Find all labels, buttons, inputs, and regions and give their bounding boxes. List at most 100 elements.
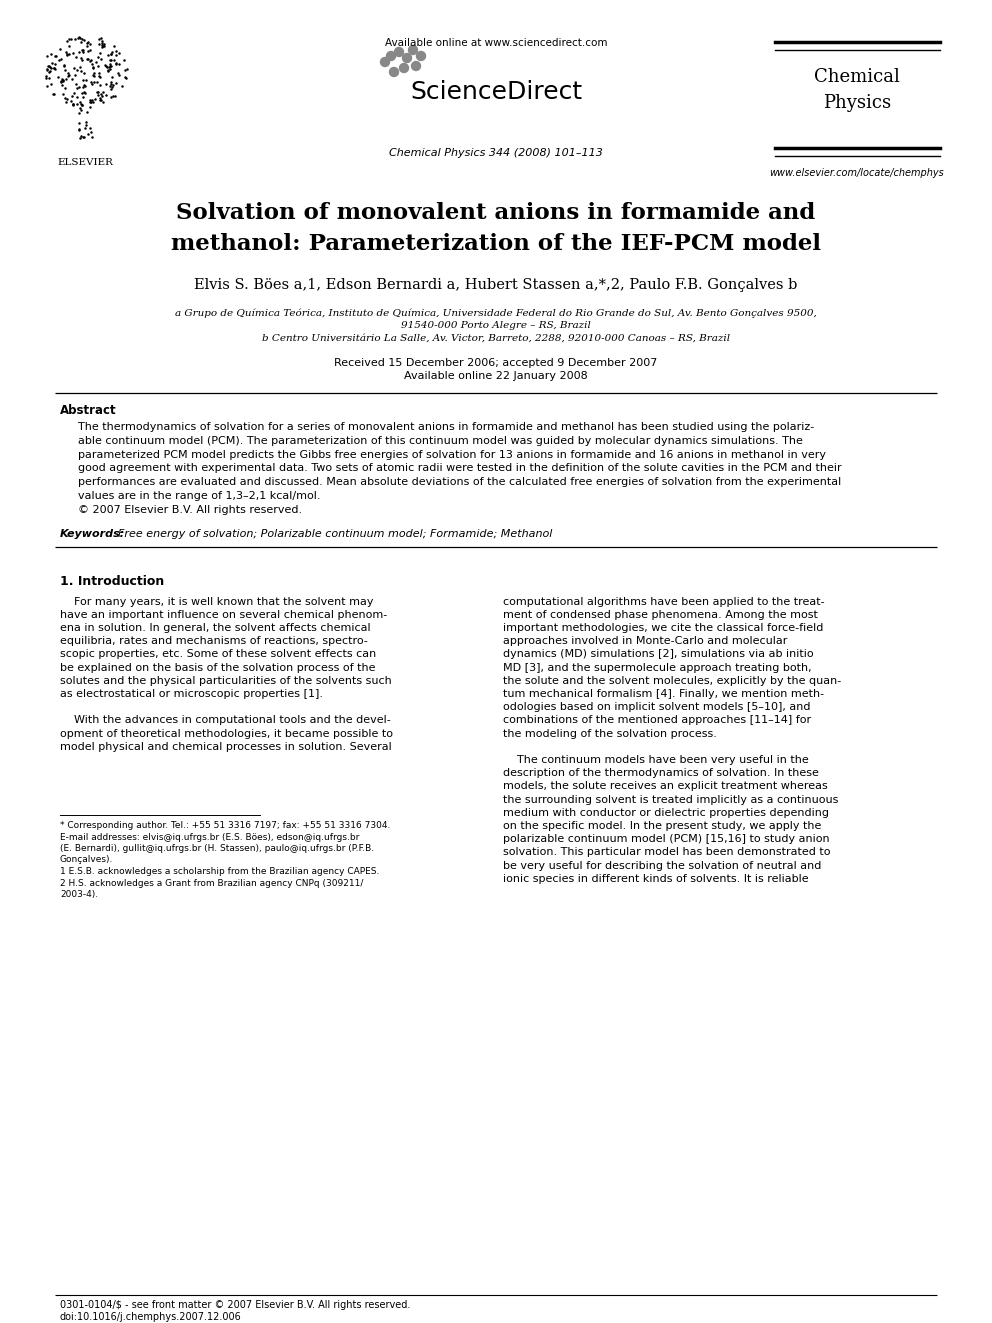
- Point: [74, 40, 90, 61]
- Point: [72, 94, 88, 115]
- Point: [40, 58, 56, 79]
- Point: [74, 77, 90, 98]
- Point: [102, 56, 118, 77]
- Text: the surrounding solvent is treated implicitly as a continuous: the surrounding solvent is treated impli…: [503, 795, 838, 804]
- Text: performances are evaluated and discussed. Mean absolute deviations of the calcul: performances are evaluated and discussed…: [78, 478, 841, 487]
- Text: 1. Introduction: 1. Introduction: [60, 574, 165, 587]
- Text: computational algorithms have been applied to the treat-: computational algorithms have been appli…: [503, 597, 824, 607]
- Point: [97, 54, 113, 75]
- Point: [58, 87, 73, 108]
- Point: [47, 58, 62, 79]
- Point: [94, 34, 110, 56]
- Point: [77, 75, 93, 97]
- Point: [47, 83, 62, 105]
- Text: on the specific model. In the present study, we apply the: on the specific model. In the present st…: [503, 822, 821, 831]
- Point: [95, 82, 111, 103]
- Text: the solute and the solvent molecules, explicitly by the quan-: the solute and the solvent molecules, ex…: [503, 676, 841, 685]
- Text: solutes and the physical particularities of the solvents such: solutes and the physical particularities…: [60, 676, 392, 685]
- Point: [92, 66, 108, 87]
- Point: [39, 75, 55, 97]
- Text: combinations of the mentioned approaches [11–14] for: combinations of the mentioned approaches…: [503, 716, 811, 725]
- Point: [92, 75, 108, 97]
- Text: ELSEVIER: ELSEVIER: [58, 157, 113, 167]
- Text: ionic species in different kinds of solvents. It is reliable: ionic species in different kinds of solv…: [503, 873, 808, 884]
- Point: [89, 83, 105, 105]
- Point: [86, 62, 102, 83]
- Point: [83, 49, 99, 70]
- Text: MD [3], and the supermolecule approach treating both,: MD [3], and the supermolecule approach t…: [503, 663, 811, 672]
- Point: [103, 41, 119, 62]
- Point: [69, 94, 85, 115]
- Point: [75, 126, 91, 147]
- Point: [78, 36, 94, 57]
- Text: Available online at www.sciencedirect.com: Available online at www.sciencedirect.co…: [385, 38, 607, 48]
- Point: [83, 127, 99, 148]
- Point: [55, 74, 70, 95]
- Point: [65, 42, 81, 64]
- Point: [73, 99, 89, 120]
- Point: [73, 95, 89, 116]
- Point: [84, 91, 100, 112]
- Text: description of the thermodynamics of solvation. In these: description of the thermodynamics of sol…: [503, 769, 818, 778]
- Point: [53, 70, 68, 91]
- Point: [83, 71, 99, 93]
- Point: [41, 62, 57, 83]
- Point: [38, 65, 54, 86]
- Point: [54, 69, 69, 90]
- Point: [71, 77, 87, 98]
- Point: [80, 123, 96, 144]
- Point: [103, 71, 119, 93]
- Text: Solvation of monovalent anions in formamide and: Solvation of monovalent anions in formam…: [177, 202, 815, 224]
- Text: 2 H.S. acknowledges a Grant from Brazilian agency CNPq (309211/: 2 H.S. acknowledges a Grant from Brazili…: [60, 878, 363, 888]
- Text: model physical and chemical processes in solution. Several: model physical and chemical processes in…: [60, 742, 392, 751]
- Point: [77, 83, 93, 105]
- Point: [76, 29, 92, 50]
- Point: [80, 49, 96, 70]
- Text: as electrostatical or microscopic properties [1].: as electrostatical or microscopic proper…: [60, 689, 323, 699]
- Point: [68, 78, 84, 99]
- Point: [43, 58, 59, 79]
- Point: [74, 49, 90, 70]
- Point: [71, 102, 87, 123]
- Point: [87, 89, 103, 110]
- Point: [64, 94, 80, 115]
- Point: [44, 74, 60, 95]
- Point: [86, 65, 102, 86]
- Point: [74, 29, 90, 50]
- Text: dynamics (MD) simulations [2], simulations via ab initio: dynamics (MD) simulations [2], simulatio…: [503, 650, 813, 659]
- Text: have an important influence on several chemical phenom-: have an important influence on several c…: [60, 610, 387, 619]
- Point: [117, 66, 133, 87]
- Point: [71, 112, 87, 134]
- Text: Free energy of solvation; Polarizable continuum model; Formamide; Methanol: Free energy of solvation; Polarizable co…: [118, 529, 553, 538]
- Point: [57, 56, 72, 77]
- Point: [48, 45, 63, 66]
- Point: [73, 82, 89, 103]
- Point: [76, 82, 92, 103]
- Text: important methodologies, we cite the classical force-field: important methodologies, we cite the cla…: [503, 623, 823, 632]
- Point: [114, 75, 130, 97]
- Text: values are in the range of 1,3–2,1 kcal/mol.: values are in the range of 1,3–2,1 kcal/…: [78, 491, 320, 501]
- Point: [42, 67, 58, 89]
- Text: www.elsevier.com/locate/chemphys: www.elsevier.com/locate/chemphys: [770, 168, 944, 179]
- Text: 0301-0104/$ - see front matter © 2007 Elsevier B.V. All rights reserved.: 0301-0104/$ - see front matter © 2007 El…: [60, 1301, 411, 1310]
- Point: [67, 29, 83, 50]
- Point: [101, 57, 117, 78]
- Point: [94, 36, 110, 57]
- Point: [39, 46, 55, 67]
- Circle shape: [387, 52, 396, 61]
- Point: [82, 97, 98, 118]
- Point: [116, 49, 132, 70]
- Point: [88, 52, 104, 73]
- Text: odologies based on implicit solvent models [5–10], and: odologies based on implicit solvent mode…: [503, 703, 810, 712]
- Point: [58, 69, 73, 90]
- Point: [41, 56, 57, 77]
- Point: [65, 57, 81, 78]
- Point: [92, 87, 108, 108]
- Circle shape: [403, 53, 412, 62]
- Point: [60, 89, 75, 110]
- Circle shape: [412, 61, 421, 70]
- Point: [102, 49, 118, 70]
- Point: [39, 60, 55, 81]
- Point: [111, 54, 127, 75]
- Point: [82, 90, 98, 111]
